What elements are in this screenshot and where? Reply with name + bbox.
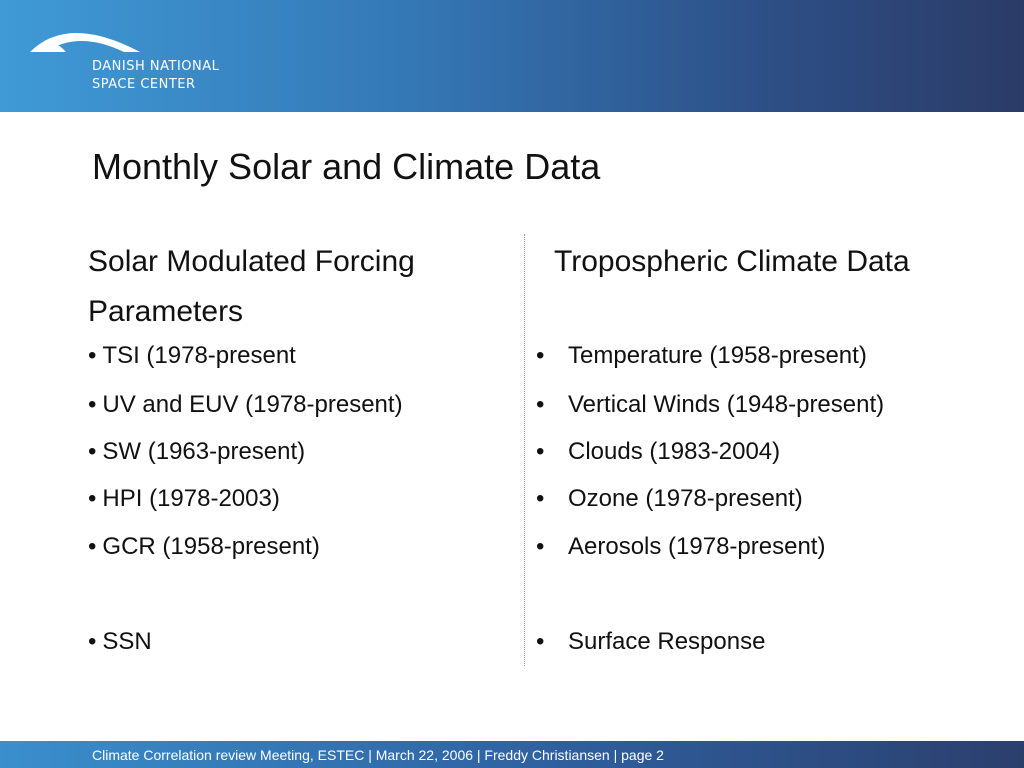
list-item: • Vertical Winds (1948-present) bbox=[536, 391, 884, 419]
bullet-icon: • bbox=[536, 533, 545, 560]
left-column-heading: Solar Modulated Forcing Parameters bbox=[88, 245, 415, 328]
bullet-icon: • bbox=[88, 533, 97, 560]
list-item-label: UV and EUV (1978-present) bbox=[102, 391, 403, 418]
list-item-label: GCR (1958-present) bbox=[102, 533, 320, 560]
bullet-icon: • bbox=[536, 628, 545, 655]
footer-text: Climate Correlation review Meeting, ESTE… bbox=[92, 747, 664, 763]
logo-line-1: DANISH NATIONAL bbox=[92, 59, 220, 74]
list-item-label: Temperature (1958-present) bbox=[568, 342, 867, 369]
bullet-icon: • bbox=[88, 391, 97, 418]
list-item: • SSN bbox=[88, 628, 152, 656]
bullet-icon: • bbox=[536, 438, 545, 465]
right-column-heading: Tropospheric Climate Data bbox=[554, 245, 910, 278]
list-item-label: Clouds (1983-2004) bbox=[568, 438, 781, 465]
column-divider bbox=[524, 234, 525, 666]
list-item-label: TSI (1978-present bbox=[102, 342, 296, 369]
list-item: • Ozone (1978-present) bbox=[536, 485, 803, 513]
list-item-label: HPI (1978-2003) bbox=[102, 485, 280, 512]
list-item: • HPI (1978-2003) bbox=[88, 485, 280, 513]
list-item-label: SW (1963-present) bbox=[102, 438, 306, 465]
organization-logo: DANISH NATIONAL SPACE CENTER bbox=[28, 18, 268, 98]
bullet-icon: • bbox=[88, 438, 97, 465]
list-item-label: Surface Response bbox=[568, 628, 766, 655]
bullet-icon: • bbox=[536, 485, 545, 512]
list-item: • Surface Response bbox=[536, 628, 765, 656]
list-item: • GCR (1958-present) bbox=[88, 533, 320, 561]
list-item: • TSI (1978-present bbox=[88, 342, 296, 370]
slide-title: Monthly Solar and Climate Data bbox=[92, 146, 601, 187]
logo-wordmark: DANISH NATIONAL SPACE CENTER bbox=[92, 58, 219, 94]
footer-band: Climate Correlation review Meeting, ESTE… bbox=[0, 741, 1024, 768]
list-item: • SW (1963-present) bbox=[88, 438, 305, 466]
bullet-icon: • bbox=[536, 342, 545, 369]
bullet-icon: • bbox=[88, 628, 97, 655]
list-item: • Temperature (1958-present) bbox=[536, 342, 867, 370]
list-item: • Aerosols (1978-present) bbox=[536, 533, 825, 561]
list-item: • UV and EUV (1978-present) bbox=[88, 391, 403, 419]
list-item-label: Ozone (1978-present) bbox=[568, 485, 803, 512]
list-item-label: Vertical Winds (1948-present) bbox=[568, 391, 885, 418]
list-item: • Clouds (1983-2004) bbox=[536, 438, 780, 466]
list-item-label: SSN bbox=[102, 628, 152, 655]
logo-line-2: SPACE CENTER bbox=[92, 77, 196, 92]
dnsc-arc-logo-icon bbox=[30, 33, 140, 52]
bullet-icon: • bbox=[88, 485, 97, 512]
header-band: DANISH NATIONAL SPACE CENTER bbox=[0, 0, 1024, 112]
list-item-label: Aerosols (1978-present) bbox=[568, 533, 826, 560]
bullet-icon: • bbox=[536, 391, 545, 418]
bullet-icon: • bbox=[88, 342, 97, 369]
